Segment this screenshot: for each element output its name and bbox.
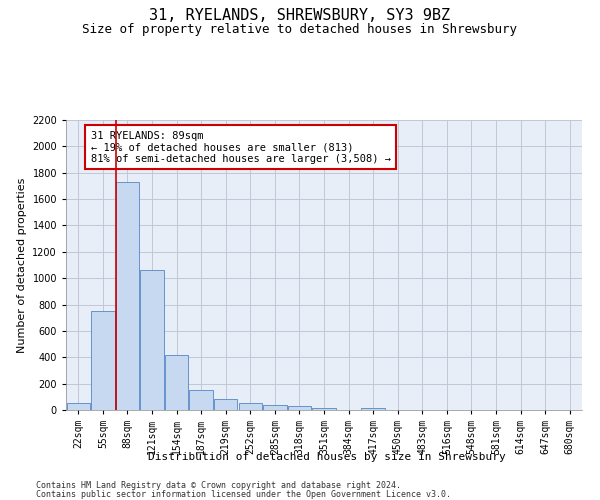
- Bar: [239, 404, 262, 410]
- Bar: [67, 403, 90, 410]
- Bar: [140, 270, 164, 410]
- Text: 31, RYELANDS, SHREWSBURY, SY3 9BZ: 31, RYELANDS, SHREWSBURY, SY3 9BZ: [149, 8, 451, 22]
- Bar: [263, 404, 287, 410]
- Bar: [214, 400, 238, 410]
- Bar: [91, 311, 115, 410]
- Bar: [190, 390, 213, 410]
- Text: Distribution of detached houses by size in Shrewsbury: Distribution of detached houses by size …: [148, 452, 506, 462]
- Bar: [361, 408, 385, 410]
- Bar: [288, 406, 311, 410]
- Text: Size of property relative to detached houses in Shrewsbury: Size of property relative to detached ho…: [83, 22, 517, 36]
- Bar: [116, 182, 139, 410]
- Text: Contains HM Land Registry data © Crown copyright and database right 2024.: Contains HM Land Registry data © Crown c…: [36, 481, 401, 490]
- Text: Contains public sector information licensed under the Open Government Licence v3: Contains public sector information licen…: [36, 490, 451, 499]
- Text: 31 RYELANDS: 89sqm
← 19% of detached houses are smaller (813)
81% of semi-detach: 31 RYELANDS: 89sqm ← 19% of detached hou…: [91, 130, 391, 164]
- Y-axis label: Number of detached properties: Number of detached properties: [17, 178, 26, 352]
- Bar: [165, 356, 188, 410]
- Bar: [313, 408, 335, 410]
